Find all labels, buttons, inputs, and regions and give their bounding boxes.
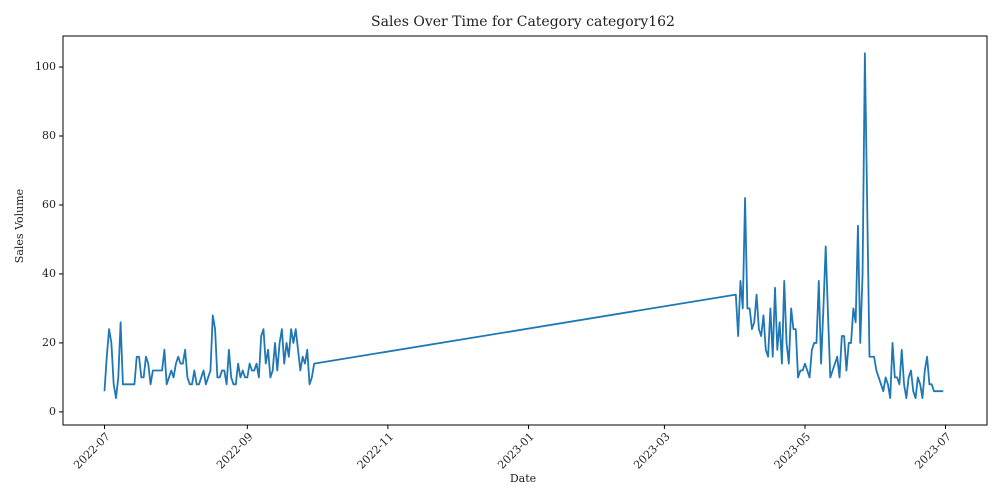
y-tick-label: 20 bbox=[42, 336, 56, 349]
y-tick-label: 80 bbox=[42, 129, 56, 142]
x-tick-label: 2022-11 bbox=[355, 430, 397, 472]
plot-frame bbox=[62, 35, 988, 426]
chart-title: Sales Over Time for Category category162 bbox=[371, 14, 675, 30]
x-tick-label: 2022-09 bbox=[214, 430, 256, 472]
y-tick-label: 100 bbox=[35, 60, 56, 73]
y-tick-label: 0 bbox=[49, 405, 56, 418]
x-tick-label: 2022-07 bbox=[71, 430, 113, 472]
x-axis-label: Date bbox=[510, 472, 536, 485]
data-line bbox=[103, 52, 944, 399]
x-tick-label: 2023-07 bbox=[912, 430, 954, 472]
y-axis-label: Sales Volume bbox=[13, 189, 26, 263]
x-tick-label: 2023-01 bbox=[495, 430, 537, 472]
x-tick-label: 2023-03 bbox=[631, 430, 673, 472]
x-tick-label: 2023-05 bbox=[772, 430, 814, 472]
y-tick-label: 40 bbox=[42, 267, 56, 280]
y-tick-label: 60 bbox=[42, 198, 56, 211]
